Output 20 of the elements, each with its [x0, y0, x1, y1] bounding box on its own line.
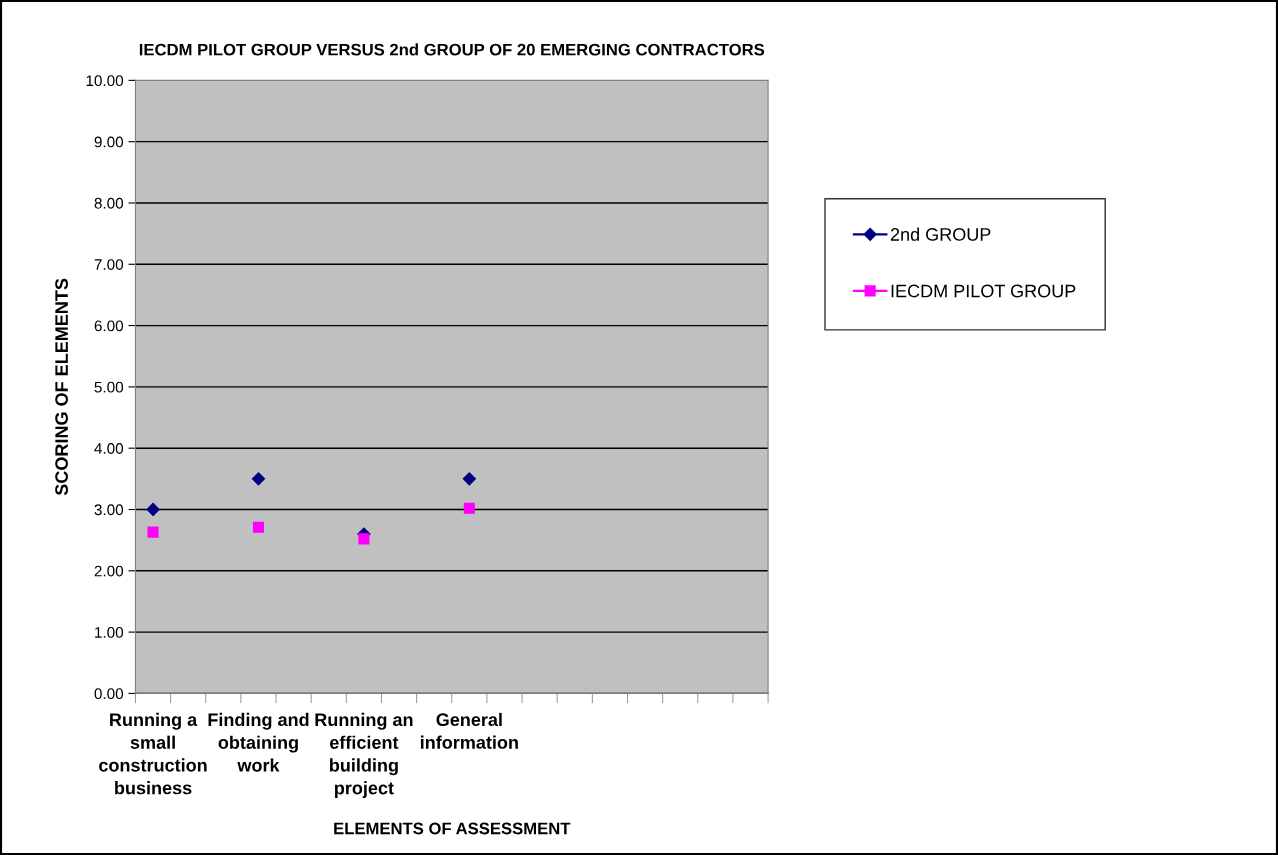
y-tick-label: 7.00: [94, 259, 124, 270]
y-tick-label: 9.00: [94, 136, 124, 148]
legend-label: 2nd GROUP: [890, 227, 991, 241]
x-tick-label: Running a small construction business: [99, 712, 207, 795]
y-tick-label: 10.00: [86, 75, 124, 87]
y-tick-label: 0.00: [94, 688, 124, 700]
y-axis-title: SCORING OF ELEMENTS: [55, 278, 68, 496]
y-tick-label: 4.00: [94, 443, 124, 454]
y-tick-label: 8.00: [94, 197, 124, 209]
y-tick-label: 6.00: [94, 320, 124, 332]
chart-title: IECDM PILOT GROUP VERSUS 2nd GROUP OF 20 EMERGING CONTRACTORS: [139, 43, 765, 56]
y-tick-label: 3.00: [94, 504, 124, 516]
x-tick-label: General information: [420, 712, 518, 749]
y-tick-label: 2.00: [94, 565, 124, 577]
y-tick-label: 1.00: [95, 626, 124, 638]
legend-label: IECDM PILOT GROUP: [891, 284, 1076, 298]
x-tick-label: Running an efficient building project: [315, 712, 413, 798]
x-axis-title: ELEMENTS OF ASSESSMENT: [334, 822, 571, 835]
y-tick-label: 5.00: [94, 381, 124, 393]
x-tick-label: Finding and obtaining work: [208, 712, 309, 772]
